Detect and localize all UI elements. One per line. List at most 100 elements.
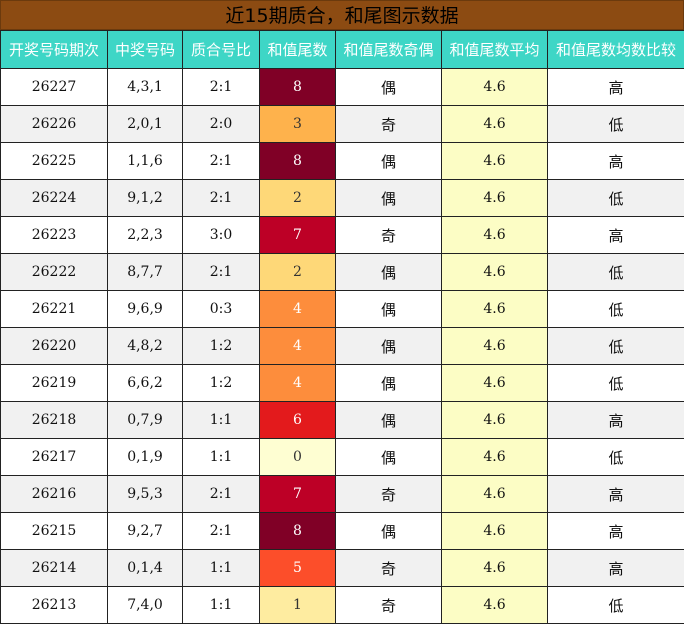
parity-cell: 偶 [336,254,442,291]
ratio-cell: 2:0 [183,106,260,143]
period-cell: 26219 [1,365,108,402]
numbers-cell: 2,2,3 [108,217,183,254]
average-cell: 4.6 [442,365,548,402]
compare-cell: 低 [548,254,684,291]
column-header-average: 和值尾数平均 [442,31,548,69]
average-cell: 4.6 [442,550,548,587]
parity-cell: 偶 [336,180,442,217]
parity-cell: 偶 [336,143,442,180]
period-cell: 26215 [1,513,108,550]
period-cell: 26222 [1,254,108,291]
average-cell: 4.6 [442,328,548,365]
average-cell: 4.6 [442,587,548,624]
parity-cell: 偶 [336,328,442,365]
ratio-cell: 0:3 [183,291,260,328]
compare-cell: 高 [548,513,684,550]
compare-cell: 高 [548,143,684,180]
period-cell: 26214 [1,550,108,587]
compare-cell: 高 [548,217,684,254]
average-cell: 4.6 [442,143,548,180]
average-cell: 4.6 [442,180,548,217]
average-cell: 4.6 [442,106,548,143]
compare-cell: 低 [548,328,684,365]
numbers-cell: 6,6,2 [108,365,183,402]
table-header: 开奖号码期次 中奖号码 质合号比 和值尾数 和值尾数奇偶 和值尾数平均 和值尾数… [1,31,684,69]
column-header-sum-tail: 和值尾数 [260,31,336,69]
average-cell: 4.6 [442,402,548,439]
parity-cell: 偶 [336,69,442,106]
parity-cell: 偶 [336,439,442,476]
header-row: 开奖号码期次 中奖号码 质合号比 和值尾数 和值尾数奇偶 和值尾数平均 和值尾数… [1,31,684,69]
ratio-cell: 2:1 [183,180,260,217]
sum-tail-cell: 0 [260,439,336,476]
page-title: 近15期质合，和尾图示数据 [0,0,684,30]
compare-cell: 低 [548,106,684,143]
period-cell: 26227 [1,69,108,106]
period-cell: 26224 [1,180,108,217]
period-cell: 26217 [1,439,108,476]
ratio-cell: 1:1 [183,439,260,476]
parity-cell: 奇 [336,550,442,587]
sum-tail-cell: 4 [260,365,336,402]
period-cell: 26225 [1,143,108,180]
numbers-cell: 4,8,2 [108,328,183,365]
numbers-cell: 0,1,4 [108,550,183,587]
parity-cell: 奇 [336,217,442,254]
numbers-cell: 7,4,0 [108,587,183,624]
ratio-cell: 1:1 [183,587,260,624]
average-cell: 4.6 [442,69,548,106]
numbers-cell: 8,7,7 [108,254,183,291]
sum-tail-cell: 8 [260,69,336,106]
numbers-cell: 0,1,9 [108,439,183,476]
sum-tail-cell: 8 [260,513,336,550]
period-cell: 26226 [1,106,108,143]
sum-tail-cell: 7 [260,217,336,254]
sum-tail-cell: 5 [260,550,336,587]
compare-cell: 高 [548,476,684,513]
ratio-cell: 2:1 [183,69,260,106]
parity-cell: 偶 [336,513,442,550]
ratio-cell: 2:1 [183,143,260,180]
compare-cell: 低 [548,587,684,624]
sum-tail-cell: 7 [260,476,336,513]
period-cell: 26220 [1,328,108,365]
ratio-cell: 1:1 [183,550,260,587]
ratio-cell: 2:1 [183,513,260,550]
sum-tail-cell: 2 [260,180,336,217]
parity-cell: 奇 [336,476,442,513]
ratio-cell: 2:1 [183,254,260,291]
numbers-cell: 9,6,9 [108,291,183,328]
compare-cell: 高 [548,69,684,106]
ratio-cell: 1:2 [183,328,260,365]
average-cell: 4.6 [442,476,548,513]
sum-tail-cell: 6 [260,402,336,439]
period-cell: 26218 [1,402,108,439]
sum-tail-cell: 2 [260,254,336,291]
period-cell: 26213 [1,587,108,624]
numbers-cell: 2,0,1 [108,106,183,143]
parity-cell: 奇 [336,106,442,143]
period-cell: 26223 [1,217,108,254]
average-cell: 4.6 [442,254,548,291]
average-cell: 4.6 [442,291,548,328]
data-table: 开奖号码期次 中奖号码 质合号比 和值尾数 和值尾数奇偶 和值尾数平均 和值尾数… [0,30,684,624]
ratio-cell: 2:1 [183,476,260,513]
ratio-cell: 1:2 [183,365,260,402]
parity-cell: 偶 [336,402,442,439]
compare-cell: 低 [548,180,684,217]
column-header-numbers: 中奖号码 [108,31,183,69]
